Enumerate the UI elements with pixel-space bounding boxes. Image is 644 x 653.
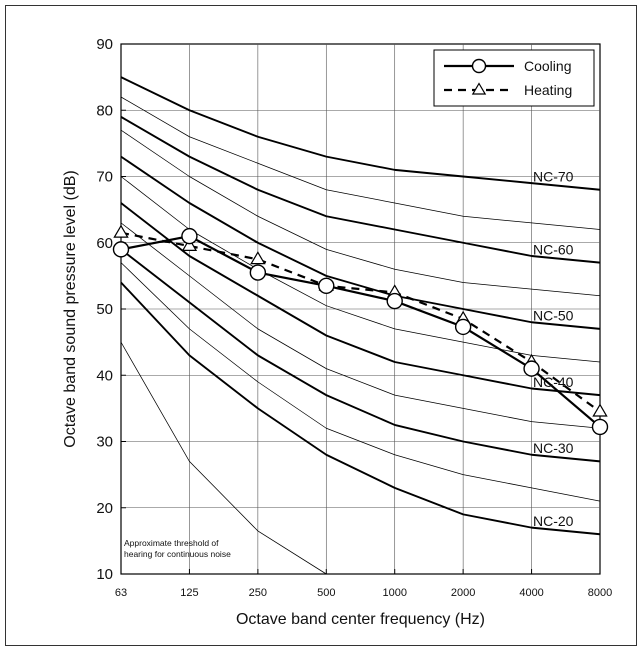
cooling-series-line	[120, 234, 601, 428]
nc-curve	[120, 248, 601, 463]
heating-point	[181, 237, 198, 252]
legend-heating-marker	[471, 82, 487, 95]
x-tick-label: 8000	[588, 587, 612, 599]
nc-curve-intermediate	[120, 96, 601, 230]
cooling-point	[181, 227, 198, 245]
x-tick-label: 63	[115, 587, 127, 599]
heating-point	[592, 403, 608, 417]
nc-curve	[120, 76, 601, 191]
heating-series-line	[120, 231, 601, 413]
cooling-point	[112, 241, 130, 258]
y-tick-label: 60	[96, 235, 113, 252]
nc-curve-label: NC-70	[533, 168, 574, 184]
nc-curve	[120, 155, 601, 330]
x-tick-label: 2000	[451, 587, 475, 599]
x-tick-label: 1000	[382, 587, 406, 599]
legend-cooling-marker	[471, 58, 487, 74]
nc-curve-label: NC-20	[533, 513, 574, 529]
cooling-point	[249, 264, 267, 281]
nc-curve-label: NC-40	[533, 374, 574, 390]
y-tick-label: 10	[96, 566, 113, 583]
y-axis-label: Octave band sound pressure level (dB)	[62, 170, 79, 447]
threshold-annotation-line2: hearing for continuous noise	[124, 549, 231, 559]
y-tick-label: 80	[96, 102, 113, 119]
heating-point	[250, 251, 266, 265]
threshold-curve	[120, 341, 327, 575]
nc-curve	[120, 202, 601, 397]
cooling-point	[591, 418, 609, 436]
cooling-point	[386, 292, 403, 310]
nc-curve-intermediate	[120, 129, 601, 297]
nc-curve-intermediate	[120, 262, 601, 502]
y-tick-label: 90	[96, 36, 113, 53]
x-tick-label: 500	[317, 587, 335, 599]
cooling-point	[454, 318, 472, 336]
y-tick-label: 20	[96, 500, 113, 517]
threshold-annotation-line1: Approximate threshold of	[124, 538, 219, 548]
x-axis-label: Octave band center frequency (Hz)	[236, 611, 485, 628]
cooling-point	[318, 277, 335, 295]
y-tick-label: 40	[96, 367, 113, 384]
x-tick-label: 4000	[519, 587, 543, 599]
nc-curve-label: NC-50	[533, 308, 574, 324]
nc-curve-intermediate	[120, 176, 601, 363]
legend-cooling-label: Cooling	[524, 58, 571, 74]
legend-box	[433, 49, 595, 107]
legend-heating-label: Heating	[524, 82, 572, 98]
nc-curve	[120, 281, 601, 536]
heating-point	[113, 224, 129, 238]
nc-curve-intermediate	[120, 222, 601, 429]
x-tick-label: 250	[249, 587, 267, 599]
cooling-point	[523, 360, 540, 377]
nc-curve-label: NC-30	[533, 440, 574, 456]
y-tick-label: 30	[96, 434, 113, 451]
x-tick-label: 125	[180, 587, 198, 599]
y-tick-label: 50	[96, 301, 113, 318]
nc-curve	[120, 116, 601, 264]
nc-curve-label: NC-60	[533, 241, 574, 257]
y-tick-label: 70	[96, 169, 113, 186]
